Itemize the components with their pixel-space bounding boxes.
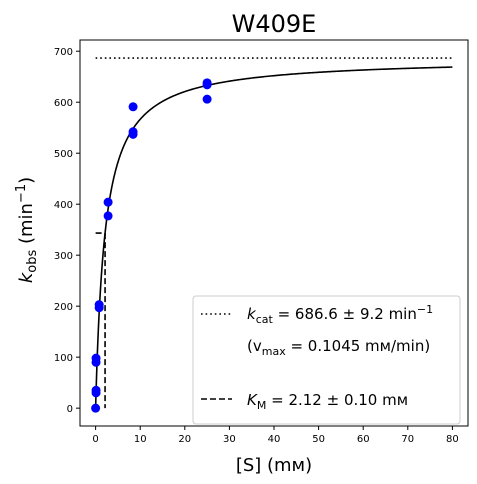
data-point — [128, 102, 138, 112]
y-tick-label: 700 — [54, 47, 73, 58]
data-point — [94, 300, 104, 310]
legend-km-text: = 2.12 ± 0.10 mм — [266, 391, 408, 409]
legend-kcat-subscript: cat — [256, 313, 274, 326]
data-point — [91, 353, 101, 363]
legend: kcat = 686.6 ± 9.2 min−1 (vmax = 0.1045 … — [192, 295, 461, 425]
data-point — [128, 127, 138, 137]
chart-title: W409E — [232, 10, 317, 38]
fit-curve-group — [94, 66, 453, 409]
y-tick-label: 600 — [54, 98, 73, 109]
legend-km-subscript: M — [257, 399, 267, 412]
x-tick-label: 30 — [223, 434, 236, 445]
data-point — [202, 94, 212, 104]
y-tick-label: 300 — [54, 251, 73, 262]
legend-vmax-pre: (v — [247, 337, 262, 355]
x-axis-ticks: 0 10 20 30 40 50 60 70 80 — [92, 426, 459, 445]
legend-kcat-label: kcat = 686.6 ± 9.2 min−1 — [247, 303, 433, 326]
x-tick-label: 20 — [178, 434, 191, 445]
y-axis-title-subscript: obs — [25, 250, 40, 273]
data-point — [103, 211, 113, 221]
x-tick-label: 0 — [92, 434, 98, 445]
y-axis-title-unit: (min — [16, 203, 37, 250]
data-point — [202, 78, 212, 88]
km-line-group — [95, 232, 106, 409]
y-axis-title-symbol: k — [16, 271, 37, 283]
y-tick-label: 400 — [54, 200, 73, 211]
data-point — [91, 403, 101, 413]
legend-box — [192, 295, 461, 425]
data-points — [91, 78, 212, 413]
legend-kcat-symbol: k — [247, 305, 257, 323]
y-axis-title-superscript: −1 — [14, 184, 29, 203]
data-point — [103, 197, 113, 207]
y-axis-title-close: ) — [16, 177, 37, 184]
x-tick-label: 10 — [134, 434, 147, 445]
legend-kcat-superscript: −1 — [417, 303, 433, 316]
y-axis-title: kobs (min−1) — [14, 177, 40, 283]
legend-vmax-text: = 0.1045 mм/min) — [286, 337, 430, 355]
legend-km-label: KM = 2.12 ± 0.10 mм — [247, 391, 408, 412]
x-tick-label: 70 — [401, 434, 414, 445]
x-axis-title: [S] (mм) — [236, 455, 312, 476]
x-tick-label: 60 — [357, 434, 370, 445]
x-tick-label: 50 — [312, 434, 325, 445]
legend-km-symbol: K — [247, 391, 258, 409]
y-axis-ticks: 0 100 200 300 400 500 600 700 — [54, 47, 80, 415]
michaelis-menten-fit-curve — [94, 66, 453, 409]
data-point — [91, 385, 101, 395]
legend-vmax-subscript: max — [262, 345, 286, 358]
x-tick-label: 80 — [446, 434, 459, 445]
legend-kcat-text: = 686.6 ± 9.2 min — [273, 305, 417, 323]
y-tick-label: 500 — [54, 149, 73, 160]
y-tick-label: 100 — [54, 353, 73, 364]
y-tick-label: 200 — [54, 302, 73, 313]
legend-vmax-label: (vmax = 0.1045 mм/min) — [247, 337, 430, 358]
y-tick-label: 0 — [67, 404, 73, 415]
x-tick-label: 40 — [268, 434, 281, 445]
